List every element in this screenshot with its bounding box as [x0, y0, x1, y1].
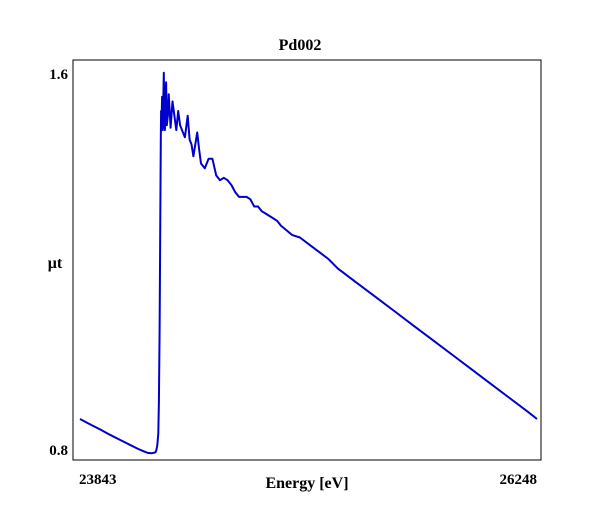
chart-title: Pd002: [279, 37, 322, 54]
x-axis-label: Energy [eV]: [265, 475, 348, 492]
x-tick-label-left: 23843: [79, 472, 117, 488]
y-axis-label: μt: [48, 255, 63, 272]
x-tick-label-right: 26248: [500, 472, 538, 488]
y-tick-label-top: 1.6: [49, 67, 68, 83]
series-line-0: [79, 71, 538, 455]
plot-area-frame: [72, 59, 542, 461]
series-layer: [79, 71, 538, 455]
y-tick-label-bottom: 0.8: [49, 443, 68, 459]
